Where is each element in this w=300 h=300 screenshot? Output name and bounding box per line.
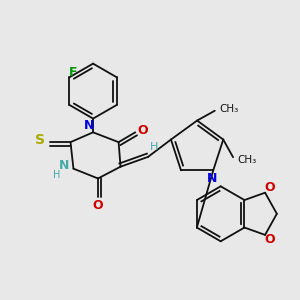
Text: O: O	[138, 124, 148, 137]
Text: S: S	[35, 133, 45, 147]
Text: N: N	[207, 172, 217, 184]
Text: CH₃: CH₃	[237, 155, 256, 165]
Text: O: O	[265, 181, 275, 194]
Text: O: O	[265, 233, 275, 246]
Text: H: H	[53, 169, 60, 179]
Text: CH₃: CH₃	[219, 104, 238, 114]
Text: F: F	[69, 66, 77, 79]
Text: O: O	[93, 200, 103, 212]
Text: N: N	[58, 159, 69, 172]
Text: N: N	[84, 119, 94, 132]
Text: H: H	[150, 142, 158, 152]
